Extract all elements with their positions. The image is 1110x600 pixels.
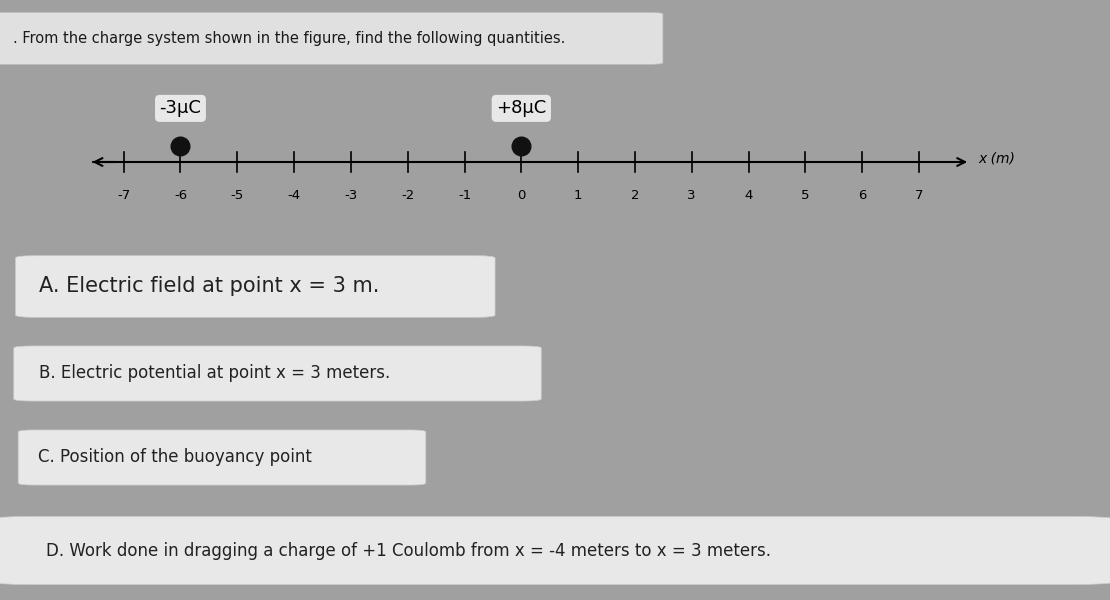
Text: -6: -6 [174,190,188,202]
Text: 1: 1 [574,190,583,202]
FancyBboxPatch shape [0,13,663,64]
FancyBboxPatch shape [13,346,542,401]
Text: -3μC: -3μC [160,100,201,118]
Text: 2: 2 [630,190,639,202]
Text: -2: -2 [401,190,414,202]
Point [513,142,531,151]
Text: D. Work done in dragging a charge of +1 Coulomb from x = -4 meters to x = 3 mete: D. Work done in dragging a charge of +1 … [46,541,770,559]
Text: 0: 0 [517,190,525,202]
Point [172,142,190,151]
Text: +8μC: +8μC [496,100,546,118]
Text: B. Electric potential at point x = 3 meters.: B. Electric potential at point x = 3 met… [39,364,391,383]
Text: C. Position of the buoyancy point: C. Position of the buoyancy point [38,449,312,467]
Text: -7: -7 [117,190,130,202]
Text: -3: -3 [344,190,357,202]
FancyBboxPatch shape [18,430,426,485]
Text: -4: -4 [287,190,301,202]
Text: . From the charge system shown in the figure, find the following quantities.: . From the charge system shown in the fi… [13,31,566,46]
Text: 5: 5 [801,190,809,202]
Text: -5: -5 [231,190,244,202]
Text: 4: 4 [745,190,753,202]
Text: A. Electric field at point x = 3 m.: A. Electric field at point x = 3 m. [39,277,379,296]
Text: 6: 6 [858,190,866,202]
Text: x (m): x (m) [979,151,1016,165]
FancyBboxPatch shape [0,517,1110,584]
Text: -1: -1 [458,190,471,202]
FancyBboxPatch shape [16,256,495,317]
Text: 3: 3 [687,190,696,202]
Text: 7: 7 [915,190,924,202]
